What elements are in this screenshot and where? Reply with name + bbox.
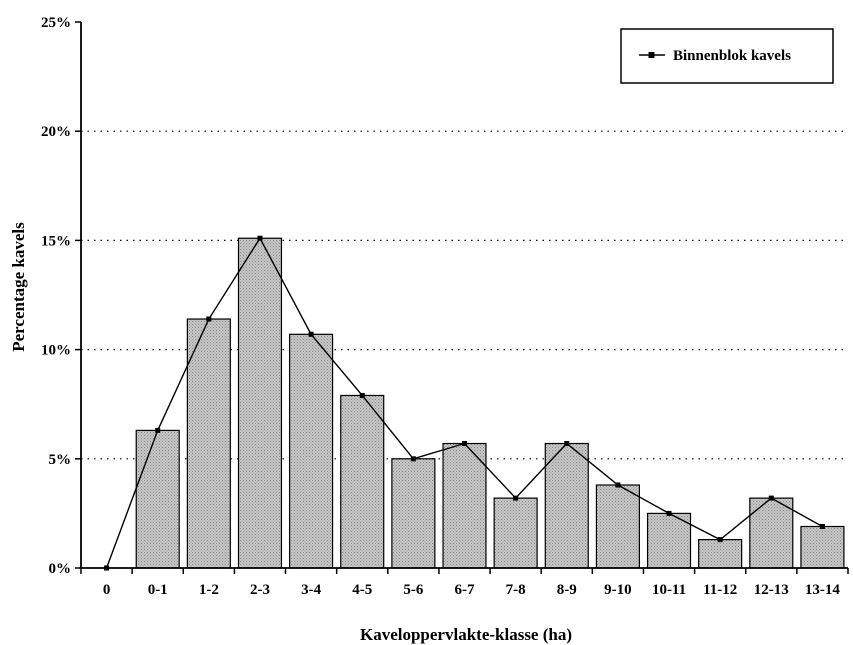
x-tick-label: 0 (103, 582, 111, 598)
series-point (206, 316, 212, 322)
x-tick-label: 12-13 (754, 582, 789, 598)
axes (75, 21, 849, 574)
x-tick-label: 4-5 (352, 582, 372, 598)
bar (391, 458, 436, 569)
y-tick-label: 25% (41, 15, 71, 31)
series-point (462, 441, 467, 447)
x-tick-label: 11-12 (703, 582, 737, 598)
bar (749, 497, 794, 569)
x-axis-title: Kaveloppervlakte-klasse (ha) (360, 625, 572, 644)
bar (289, 333, 334, 569)
series-point (257, 235, 263, 241)
x-tick-label: 7-8 (506, 582, 526, 598)
y-tick-label: 15% (41, 233, 71, 249)
x-tick-labels: 0 0-1 1-2 2-3 3-4 4-5 5-6 6-7 7-8 8-9 9-10 10-11 11-… (103, 582, 841, 598)
bar (493, 497, 538, 569)
series-point (768, 495, 774, 501)
series-line (104, 235, 825, 571)
series-point (564, 441, 570, 447)
y-tick-label: 0% (49, 561, 72, 577)
series-point (717, 537, 723, 543)
bar (237, 237, 283, 569)
x-tick-label: 8-9 (557, 582, 577, 598)
x-tick-label: 13-14 (805, 582, 840, 598)
y-tick-labels: 0% 5% 10% 15% 20% 25% (41, 15, 71, 577)
legend: Binnenblok kavels (620, 28, 834, 84)
x-tick-label: 2-3 (250, 582, 270, 598)
bar (186, 318, 231, 569)
series-point (819, 524, 825, 530)
series-point (308, 331, 314, 337)
y-tick-label: 10% (41, 343, 71, 359)
bar (800, 525, 845, 569)
series-point (615, 482, 621, 488)
x-tick-label: 9-10 (604, 582, 632, 598)
bar (544, 442, 589, 569)
x-tick-label: 10-11 (652, 582, 686, 598)
y-tick-label: 5% (49, 452, 72, 468)
x-tick-label: 5-6 (403, 582, 423, 598)
bar (595, 484, 640, 569)
series-point (155, 427, 161, 433)
legend-box (620, 28, 834, 84)
series-point (666, 510, 672, 516)
x-tick-label: 3-4 (301, 582, 321, 598)
bar (698, 539, 743, 569)
legend-label: Binnenblok kavels (673, 48, 791, 64)
legend-marker (648, 52, 655, 58)
series-point (513, 495, 519, 501)
bar (135, 429, 180, 569)
bar (340, 394, 385, 569)
x-tick-label: 6-7 (455, 582, 475, 598)
y-tick-label: 20% (41, 124, 71, 140)
series-point (359, 392, 365, 398)
x-tick-label: 0-1 (148, 582, 168, 598)
x-tick-label: 1-2 (199, 582, 219, 598)
bars (135, 237, 845, 569)
bar (442, 442, 487, 569)
y-axis-title: Percentage kavels (9, 222, 28, 352)
series-point (410, 456, 416, 462)
